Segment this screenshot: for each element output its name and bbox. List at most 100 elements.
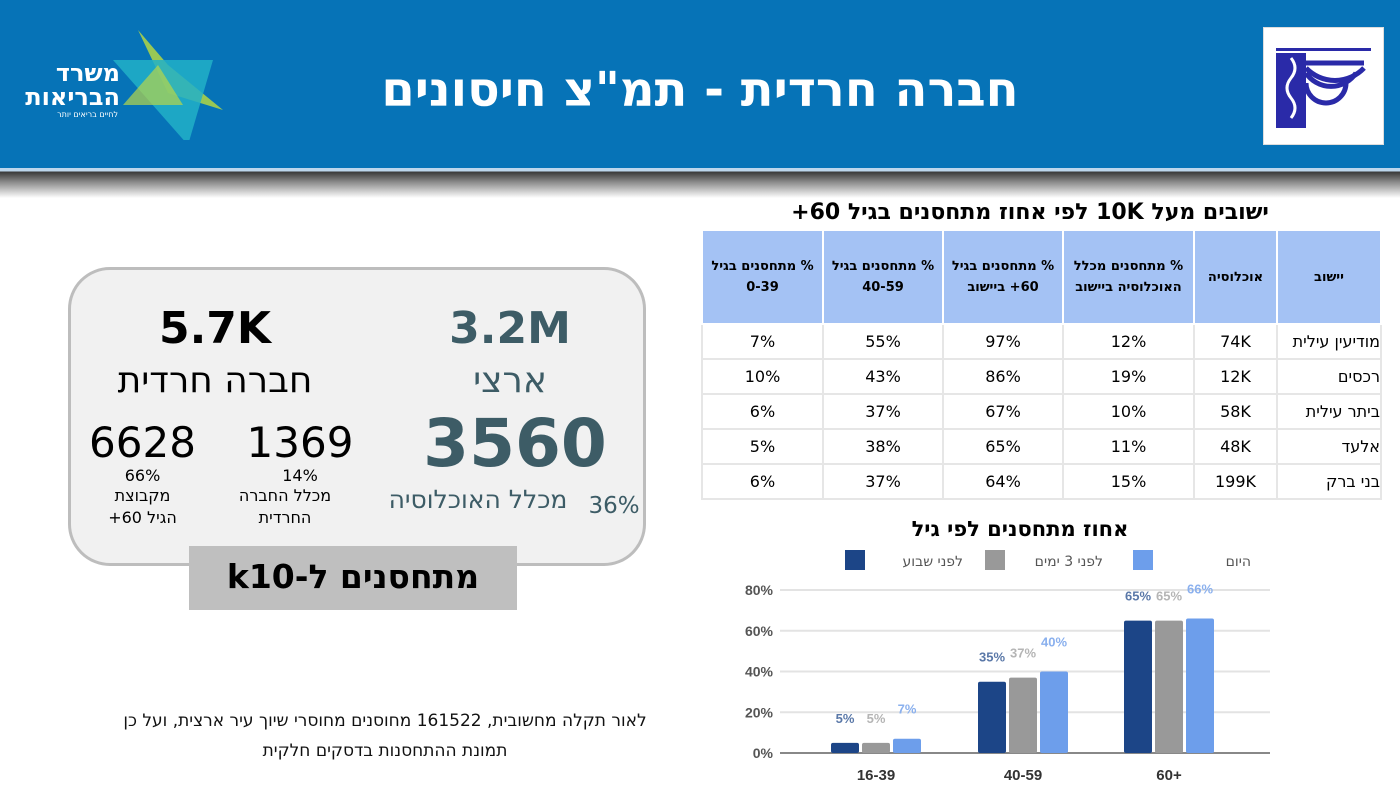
data-label: 37% bbox=[1010, 646, 1036, 661]
table-cell: 6% bbox=[701, 393, 824, 430]
table-row: ביתר עילית 58K 10% 67% 37% 6% bbox=[701, 393, 1382, 430]
bar bbox=[1040, 671, 1068, 753]
table-cell: 97% bbox=[942, 323, 1064, 360]
ministry-emblem bbox=[1263, 27, 1384, 145]
data-label: 40% bbox=[1041, 635, 1067, 650]
table-row: בני ברק 199K 15% 64% 37% 6% bbox=[701, 463, 1382, 500]
table-cell: 37% bbox=[822, 463, 944, 500]
table-cell: 12K bbox=[1193, 358, 1278, 395]
table-header-row: יישוב אוכלוסיה % מתחסנים מכלל האוכלוסיה … bbox=[701, 229, 1382, 325]
data-label: 66% bbox=[1187, 582, 1213, 597]
table-cell: 64% bbox=[942, 463, 1064, 500]
table-cell: 5% bbox=[701, 428, 824, 465]
bar bbox=[1124, 620, 1152, 753]
table-cell: אלעד bbox=[1276, 428, 1382, 465]
table-cell: 86% bbox=[942, 358, 1064, 395]
table-cell: 43% bbox=[822, 358, 944, 395]
header-bar bbox=[0, 0, 1400, 168]
summary-card bbox=[68, 267, 646, 566]
national-pct: 36% bbox=[588, 493, 640, 519]
y-tick-label: 40% bbox=[745, 664, 774, 680]
table-cell: 74K bbox=[1193, 323, 1278, 360]
footnote-line-1: לאור תקלה מחשובית, 161522 מחוסנים מחוסרי… bbox=[123, 711, 647, 731]
header-shadow bbox=[0, 168, 1400, 198]
data-label: 65% bbox=[1125, 589, 1151, 604]
col-header: אוכלוסיה bbox=[1193, 229, 1278, 325]
national-vaccinated: 3560 bbox=[423, 405, 607, 482]
y-tick-label: 60% bbox=[745, 623, 774, 639]
table-cell: 19% bbox=[1062, 358, 1195, 395]
haredi-vaccinated-label: מכלל החברה החרדית bbox=[238, 486, 332, 527]
summary-caption: מתחסנים ל-k10 bbox=[189, 546, 517, 610]
table-cell: 11% bbox=[1062, 428, 1195, 465]
legend-label: היום bbox=[1226, 554, 1251, 570]
bar bbox=[862, 742, 890, 753]
col-header: % מתחסנים בגיל 0-39 bbox=[701, 229, 824, 325]
footnote: לאור תקלה מחשובית, 161522 מחוסנים מחוסרי… bbox=[60, 706, 710, 766]
table-cell: 37% bbox=[822, 393, 944, 430]
col-header: % מתחסנים בגיל 40-59 bbox=[822, 229, 944, 325]
x-tick-label: 60+ bbox=[1156, 767, 1182, 784]
national-population: 3.2M bbox=[449, 303, 571, 354]
haredi-population: 5.7K bbox=[158, 303, 272, 354]
data-label: 65% bbox=[1156, 589, 1182, 604]
table-cell: רכסים bbox=[1276, 358, 1382, 395]
table-row: אלעד 48K 11% 65% 38% 5% bbox=[701, 428, 1382, 465]
table-title: ישובים מעל 10K לפי אחוז מתחסנים בגיל 60+ bbox=[791, 200, 1269, 225]
haredi-over60-pct: 66% bbox=[124, 466, 161, 485]
table-cell: 6% bbox=[701, 463, 824, 500]
table-cell: 65% bbox=[942, 428, 1064, 465]
national-pct-label: מכלל האוכלוסיה bbox=[388, 485, 568, 514]
x-tick-label: 16-39 bbox=[857, 767, 895, 784]
col-header: % מתחסנים מכלל האוכלוסיה ביישוב bbox=[1062, 229, 1195, 325]
logo-text: משרד הבריאות bbox=[25, 59, 120, 111]
data-label: 7% bbox=[898, 702, 917, 717]
table-cell: בני ברק bbox=[1276, 463, 1382, 500]
table-cell: ביתר עילית bbox=[1276, 393, 1382, 430]
legend-label: לפני 3 ימים bbox=[1035, 554, 1103, 570]
table-cell: 58K bbox=[1193, 393, 1278, 430]
y-tick-label: 80% bbox=[745, 582, 774, 598]
data-label: 5% bbox=[836, 711, 855, 726]
settlements-table: יישוב אוכלוסיה % מתחסנים מכלל האוכלוסיה … bbox=[701, 229, 1382, 500]
haredi-over60: 6628 bbox=[89, 418, 196, 467]
table-cell: מודיעין עילית bbox=[1276, 323, 1382, 360]
table-cell: 48K bbox=[1193, 428, 1278, 465]
ministry-of-health-logo: משרד הבריאות לחיים בריאים יותר bbox=[18, 25, 228, 140]
table-row: רכסים 12K 19% 86% 43% 10% bbox=[701, 358, 1382, 395]
table-cell: 55% bbox=[822, 323, 944, 360]
haredi-over60-label: מקבוצת הגיל 60+ bbox=[108, 486, 177, 527]
haredi-label: חברה חרדית bbox=[117, 360, 313, 401]
bar bbox=[1009, 677, 1037, 753]
national-label: ארצי bbox=[473, 360, 547, 401]
table-cell: 10% bbox=[701, 358, 824, 395]
data-label: 35% bbox=[979, 650, 1005, 665]
table-cell: 7% bbox=[701, 323, 824, 360]
legend-label: לפני שבוע bbox=[903, 554, 963, 570]
haredi-vaccinated-pct: 14% bbox=[282, 466, 318, 485]
data-label: 5% bbox=[867, 711, 886, 726]
bar bbox=[1186, 618, 1214, 753]
table-row: מודיעין עילית 74K 12% 97% 55% 7% bbox=[701, 323, 1382, 360]
haredi-vaccinated: 1369 bbox=[246, 418, 354, 467]
bar bbox=[893, 738, 921, 753]
footnote-line-2: תמונת ההתחסנות בדסקים חלקית bbox=[262, 741, 508, 761]
legend-swatch bbox=[845, 550, 865, 570]
logo-subtext: לחיים בריאים יותר bbox=[57, 110, 118, 119]
table-cell: 38% bbox=[822, 428, 944, 465]
y-tick-label: 0% bbox=[753, 745, 774, 761]
chart-title: אחוז מתחסנים לפי גיל bbox=[911, 517, 1129, 541]
legend-swatch bbox=[985, 550, 1005, 570]
bar bbox=[1155, 620, 1183, 753]
table-cell: 12% bbox=[1062, 323, 1195, 360]
bar bbox=[978, 681, 1006, 753]
table-cell: 199K bbox=[1193, 463, 1278, 500]
table-cell: 67% bbox=[942, 393, 1064, 430]
legend-swatch bbox=[1133, 550, 1153, 570]
x-tick-label: 40-59 bbox=[1004, 767, 1042, 784]
menorah-emblem-icon bbox=[1276, 48, 1371, 128]
table-cell: 10% bbox=[1062, 393, 1195, 430]
bar bbox=[831, 742, 859, 753]
table-cell: 15% bbox=[1062, 463, 1195, 500]
